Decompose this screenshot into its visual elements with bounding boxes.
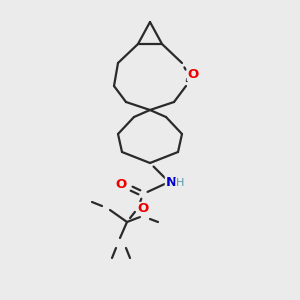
Text: O: O <box>188 68 199 80</box>
Text: O: O <box>137 202 148 215</box>
Text: O: O <box>116 178 127 191</box>
Text: N: N <box>165 176 177 188</box>
Text: H: H <box>176 178 184 188</box>
